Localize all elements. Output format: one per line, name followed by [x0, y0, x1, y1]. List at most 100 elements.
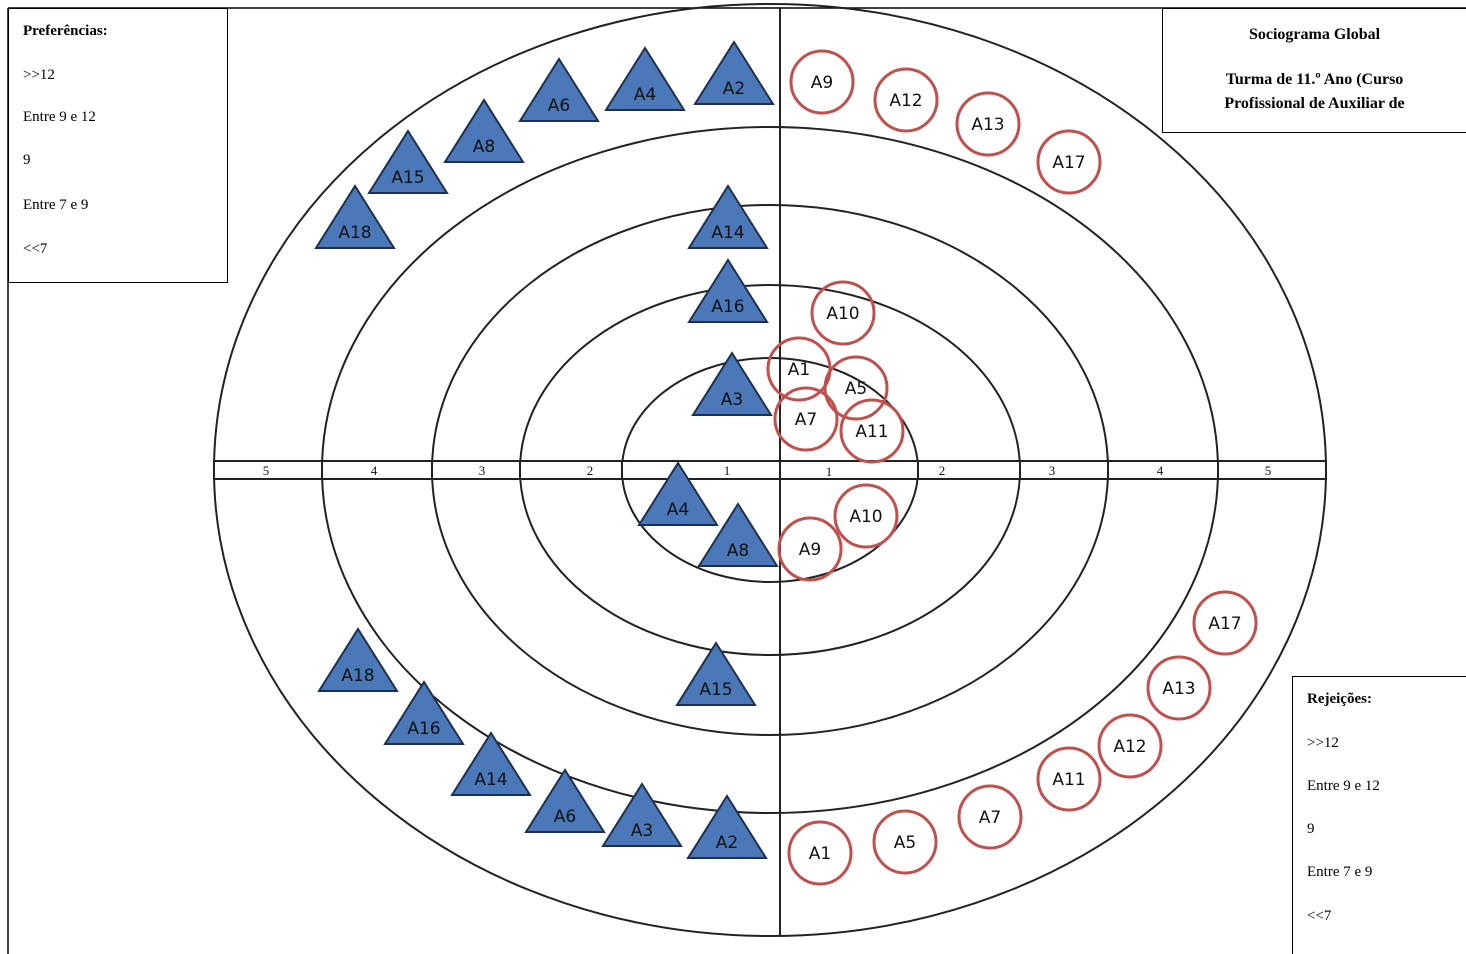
preference-triangle-node: A2	[686, 794, 768, 859]
preference-triangle-node: A18	[317, 627, 399, 692]
rejections-legend-item: >>12	[1307, 735, 1339, 751]
rejection-circle-node: A12	[873, 67, 939, 133]
rejection-circle-node: A5	[872, 809, 938, 875]
triangle-marker-icon	[524, 768, 606, 833]
circle-marker-icon	[1036, 746, 1102, 812]
node-label: A11	[855, 422, 888, 442]
tick-label-right-2: 2	[939, 463, 946, 478]
preference-triangle-node: A14	[687, 184, 769, 249]
node-label: A9	[811, 73, 833, 93]
rejections-legend-item: 9	[1307, 821, 1315, 837]
tick-label-right-4: 4	[1157, 463, 1164, 478]
preferences-legend-title: Preferências:	[23, 23, 108, 39]
triangle-marker-icon	[637, 461, 719, 526]
rejection-circle-node: A7	[773, 386, 839, 452]
circle-marker-icon	[839, 398, 905, 464]
rejection-circle-node: A17	[1036, 129, 1102, 195]
preference-triangle-node: A4	[637, 461, 719, 526]
node-label: A17	[1208, 614, 1241, 634]
tick-label-left-5: 5	[263, 463, 270, 478]
triangle-marker-icon	[367, 129, 449, 194]
node-label: A8	[727, 541, 749, 561]
diagram-title: Sociograma Global	[1248, 26, 1381, 43]
circle-marker-icon	[773, 386, 839, 452]
axis-band	[213, 460, 1327, 480]
tick-label-left-3: 3	[479, 463, 486, 478]
node-label: A2	[716, 833, 738, 853]
preferences-legend: Preferências: >>12 Entre 9 e 12 9 Entre …	[8, 8, 228, 283]
rejection-circle-node: A5	[823, 355, 889, 421]
triangle-marker-icon	[687, 258, 769, 323]
circle-marker-icon	[810, 280, 876, 346]
circle-marker-icon	[833, 483, 899, 549]
triangle-marker-icon	[697, 502, 779, 567]
tick-label-left-2: 2	[587, 463, 594, 478]
rejection-circle-node: A10	[833, 483, 899, 549]
triangle-marker-icon	[687, 184, 769, 249]
circle-marker-icon	[777, 516, 843, 582]
node-label: A7	[979, 808, 1001, 828]
preference-triangle-node: A16	[687, 258, 769, 323]
tick-label-right-5: 5	[1265, 463, 1272, 478]
node-label: A18	[338, 223, 371, 243]
triangle-marker-icon	[314, 184, 396, 249]
rejections-legend-item: <<7	[1307, 908, 1332, 924]
rejection-circle-node: A7	[957, 784, 1023, 850]
node-label: A5	[894, 833, 916, 853]
preference-triangle-node: A18	[314, 184, 396, 249]
diagram-subtitle-line1: Turma de 11.º Ano (Curso	[1225, 71, 1404, 88]
preference-triangle-node: A2	[693, 40, 775, 105]
node-label: A18	[341, 666, 374, 686]
preference-triangle-node: A4	[604, 46, 686, 111]
rejection-circle-node: A17	[1192, 590, 1258, 656]
rejection-circle-node: A12	[1097, 713, 1163, 779]
node-label: A1	[809, 844, 831, 864]
diagram-subtitle-line2: Profissional de Auxiliar de	[1224, 95, 1405, 112]
triangle-marker-icon	[604, 46, 686, 111]
triangle-marker-icon	[383, 680, 465, 745]
preference-triangle-node: A3	[601, 782, 683, 847]
circle-marker-icon	[1192, 590, 1258, 656]
circle-marker-icon	[1146, 655, 1212, 721]
triangle-marker-icon	[693, 40, 775, 105]
rejection-circle-node: A11	[839, 398, 905, 464]
preferences-legend-item: <<7	[23, 241, 48, 257]
triangle-marker-icon	[450, 731, 532, 796]
rejections-legend: Rejeições: >>12 Entre 9 e 12 9 Entre 7 e…	[1292, 676, 1466, 954]
triangle-marker-icon	[691, 351, 773, 416]
node-label: A15	[391, 168, 424, 188]
triangle-marker-icon	[601, 782, 683, 847]
circle-marker-icon	[823, 355, 889, 421]
node-label: A2	[723, 79, 745, 99]
preferences-legend-item: 9	[23, 152, 31, 168]
preference-triangle-node: A8	[443, 98, 525, 163]
rejection-circle-node: A11	[1036, 746, 1102, 812]
circle-marker-icon	[1036, 129, 1102, 195]
preference-triangle-node: A14	[450, 731, 532, 796]
preferences-legend-item: >>12	[23, 67, 55, 83]
rejection-circle-node: A13	[1146, 655, 1212, 721]
node-label: A14	[474, 770, 507, 790]
node-label: A8	[473, 137, 495, 157]
triangle-marker-icon	[317, 627, 399, 692]
preference-triangle-node: A8	[697, 502, 779, 567]
node-label: A17	[1052, 153, 1085, 173]
tick-label-left-1: 1	[724, 463, 731, 478]
rejections-legend-title: Rejeições:	[1307, 691, 1372, 707]
node-label: A3	[721, 390, 743, 410]
tick-label-right-1: 1	[826, 464, 833, 479]
circle-marker-icon	[955, 91, 1021, 157]
node-label: A14	[711, 223, 744, 243]
circle-marker-icon	[1097, 713, 1163, 779]
rejection-circle-node: A1	[787, 820, 853, 886]
node-label: A3	[631, 821, 653, 841]
node-label: A9	[799, 540, 821, 560]
circle-marker-icon	[787, 820, 853, 886]
circle-marker-icon	[873, 67, 939, 133]
node-label: A16	[407, 719, 440, 739]
tick-label-right-3: 3	[1049, 463, 1056, 478]
triangle-marker-icon	[686, 794, 768, 859]
preference-triangle-node: A16	[383, 680, 465, 745]
